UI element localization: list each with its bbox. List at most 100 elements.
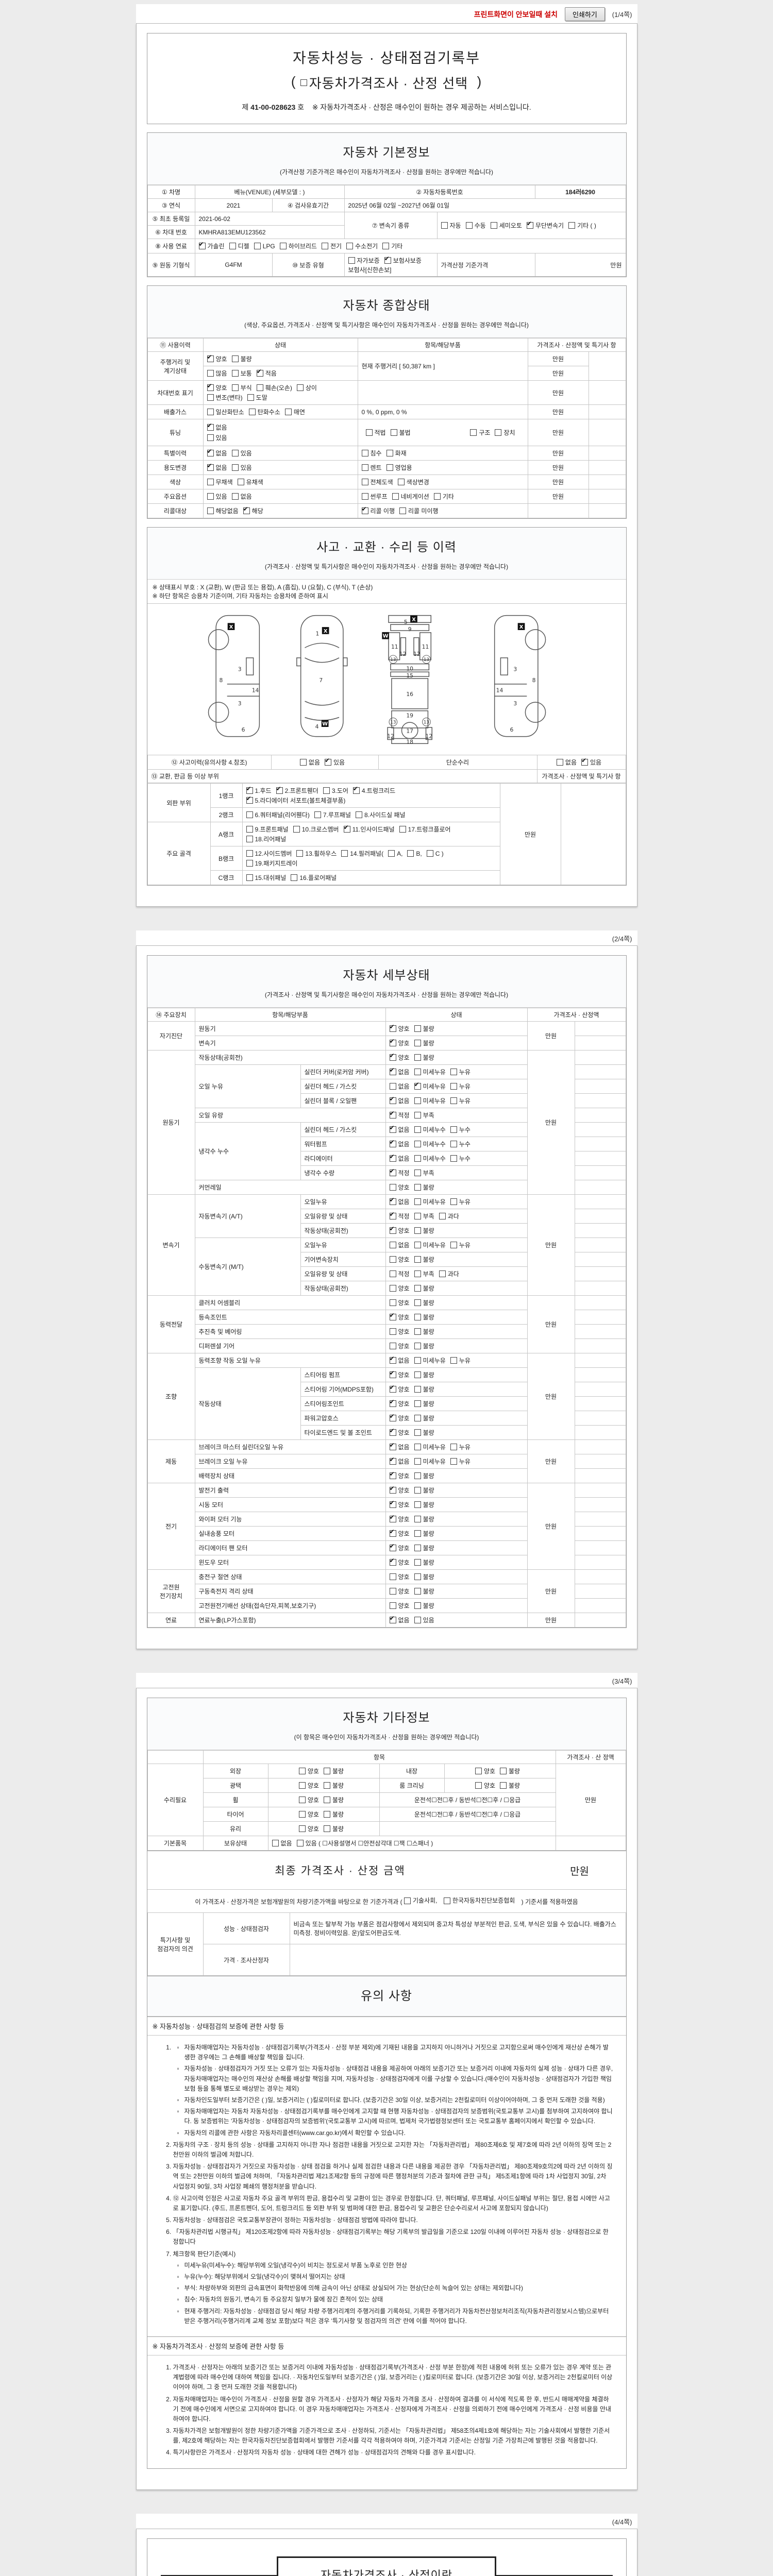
checkbox-unchecked: 불량 <box>414 1226 434 1235</box>
checkbox-box <box>450 1242 457 1248</box>
checkbox-unchecked: 수동 <box>465 221 486 230</box>
checkbox-box <box>556 759 563 766</box>
checkbox-unchecked: 19.패키지트레이 <box>246 859 297 868</box>
checkbox-unchecked: 과다 <box>439 1269 459 1278</box>
checkbox-label: 기타 ( ) <box>577 222 596 229</box>
checkbox-label: 불량 <box>240 355 252 363</box>
checkbox-label: 영업용 <box>395 464 412 471</box>
checkbox-unchecked: 없음 <box>231 492 252 501</box>
checkbox-box <box>414 1141 421 1147</box>
checkbox-label: 있음 ( ☐사용설명서 ☐안전삼각대 ☐잭 ☐스패너 ) <box>305 1840 433 1847</box>
checkbox-box <box>272 1840 279 1846</box>
checkbox-checked: 양호 <box>389 1557 410 1567</box>
checkbox-box <box>298 1797 306 1803</box>
checkbox-label: 양호 <box>398 1314 410 1321</box>
checkbox-unchecked: 부족 <box>414 1269 434 1278</box>
checkbox-label: 불량 <box>423 1530 434 1537</box>
checkbox-box <box>389 1110 396 1118</box>
detail-table: ⑭ 주요장치 항목/해당부품 상태 가격조사 · 산정액 자기진단원동기양호불량… <box>147 1008 626 1628</box>
checkbox-unchecked: 불량 <box>414 1255 434 1264</box>
checkbox-checked: 양호 <box>389 1499 410 1509</box>
checkbox-label: 없음 <box>398 1141 410 1148</box>
checkbox-unchecked: 전체도색 <box>361 478 393 486</box>
checkbox-label: 불량 <box>332 1782 344 1789</box>
svg-text:X: X <box>519 624 523 630</box>
checkbox-label: 미세누유 <box>423 1458 446 1465</box>
part-number: 12 <box>413 651 421 657</box>
checkbox-box <box>389 1413 396 1421</box>
checkbox-box <box>229 243 236 249</box>
svg-text:X: X <box>412 617 416 622</box>
checkbox-checked: 양호 <box>389 1369 410 1379</box>
checkbox-unchecked: 불량 <box>414 1370 434 1379</box>
checkbox-checked: 없음 <box>389 1066 410 1076</box>
checkbox-checked: 없음 <box>389 1095 410 1105</box>
detail-row: 추진축 및 베어링 양호 불량 <box>147 1324 626 1339</box>
notice-title: 유의 사항 <box>361 1989 412 2004</box>
checkbox-label: 불법 <box>399 429 411 436</box>
print-install-notice: 프린트화면이 안보일때 설치 <box>474 10 558 19</box>
page-2: (2/4쪽) 자동차 세부상태 (가격조사 · 산정액 및 특기사항은 매수인이… <box>136 930 637 1649</box>
checkbox-unchecked: 기타 ( ) <box>568 221 596 230</box>
composite-row: 주행거리 및 계기상태양호불량현재 주행거리 [ 50,387 km ]만원 <box>147 351 626 381</box>
checkbox-unchecked: 13.휠하우스 <box>296 849 337 858</box>
checkbox-box <box>450 1097 457 1104</box>
checkbox-checked: 없음 <box>389 1442 410 1451</box>
checkbox-label: 자가보증 <box>357 257 380 264</box>
checkbox-unchecked: 미세누유 <box>414 1356 446 1365</box>
service-note: ※ 자동차가격조사 · 산정은 매수인이 원하는 경우 제공하는 서비스입니다. <box>312 103 531 111</box>
detail-col-item: 항목/해당부품 <box>194 1008 386 1022</box>
checkbox-box <box>346 243 354 249</box>
detail-row: 라디에이터없음미세누수누수 <box>147 1151 626 1166</box>
checkbox-label: 과다 <box>447 1213 459 1220</box>
checkbox-checked: 적정 <box>389 1167 410 1177</box>
checkbox-unchecked: 불법 <box>390 428 411 437</box>
print-button[interactable]: 인쇄하기 <box>564 7 605 21</box>
checkbox-label: 썬루프 <box>370 493 388 500</box>
checkbox-box <box>293 826 300 833</box>
checkbox-unchecked: 양호 <box>389 1572 410 1581</box>
notice-item: 가격조사 · 산정자는 아래의 보증기간 또는 보증거리 이내에 자동차성능 ·… <box>173 2363 614 2393</box>
checkbox-box <box>389 1184 396 1191</box>
checkbox-label: 부족 <box>423 1170 434 1177</box>
checkbox-label: 불량 <box>423 1285 434 1292</box>
checkbox-box <box>382 243 390 249</box>
checkbox-checked: 양호 <box>389 1225 410 1235</box>
other-col-amount: 가격조사 · 산 정액 <box>555 1750 626 1764</box>
checkbox-box <box>389 1023 396 1032</box>
checkbox-label: 양호 <box>398 1559 410 1566</box>
engine-type-value: G4FM <box>194 253 273 277</box>
checkbox-label: 양호 <box>398 1299 410 1307</box>
part-number: 6 <box>241 726 245 733</box>
checkbox-label: 미세누유 <box>423 1242 446 1249</box>
checkbox-unchecked: 미세누수 <box>414 1154 446 1163</box>
checkbox-box <box>207 448 214 456</box>
detail-row: 동력전달 클러치 어셈블리 양호 불량 만원 <box>147 1295 626 1353</box>
checkbox-label: 없음 <box>398 1617 410 1624</box>
checkbox-unchecked: 네비게이션 <box>392 492 429 501</box>
checkbox-box <box>450 1458 457 1465</box>
checkbox-box <box>389 1124 396 1133</box>
other-row: 타이어 양호 불량 운전석☐전☐후 / 동반석☐전☐후 / ☐응급 <box>147 1807 626 1822</box>
abnormal-parts-label: ⑬ 교환, 판금 등 이상 부위 <box>147 769 537 783</box>
checkbox-unchecked: 누유 <box>450 1241 470 1249</box>
checkbox-box <box>361 505 368 514</box>
checkbox-label: 양호 <box>398 1054 410 1061</box>
checkbox-checked: 양호 <box>389 1485 410 1495</box>
checkbox-box <box>246 874 253 881</box>
part-number: 15 <box>406 672 413 679</box>
basis-checkbox-1: 기술사회, <box>404 1895 438 1906</box>
accident-title: 사고 · 교환 · 수리 등 이력 <box>316 540 457 554</box>
checkbox-unchecked: 영업용 <box>386 463 412 472</box>
checkbox-label: 불량 <box>423 1415 434 1422</box>
detail-row: 실내송풍 모터양호불량 <box>147 1526 626 1541</box>
checkbox-label: 불량 <box>423 1299 434 1307</box>
checkbox-box <box>389 1328 396 1335</box>
other-title: 자동차 기타정보 <box>343 1711 430 1725</box>
checkbox-unchecked: 적법 <box>365 428 386 437</box>
